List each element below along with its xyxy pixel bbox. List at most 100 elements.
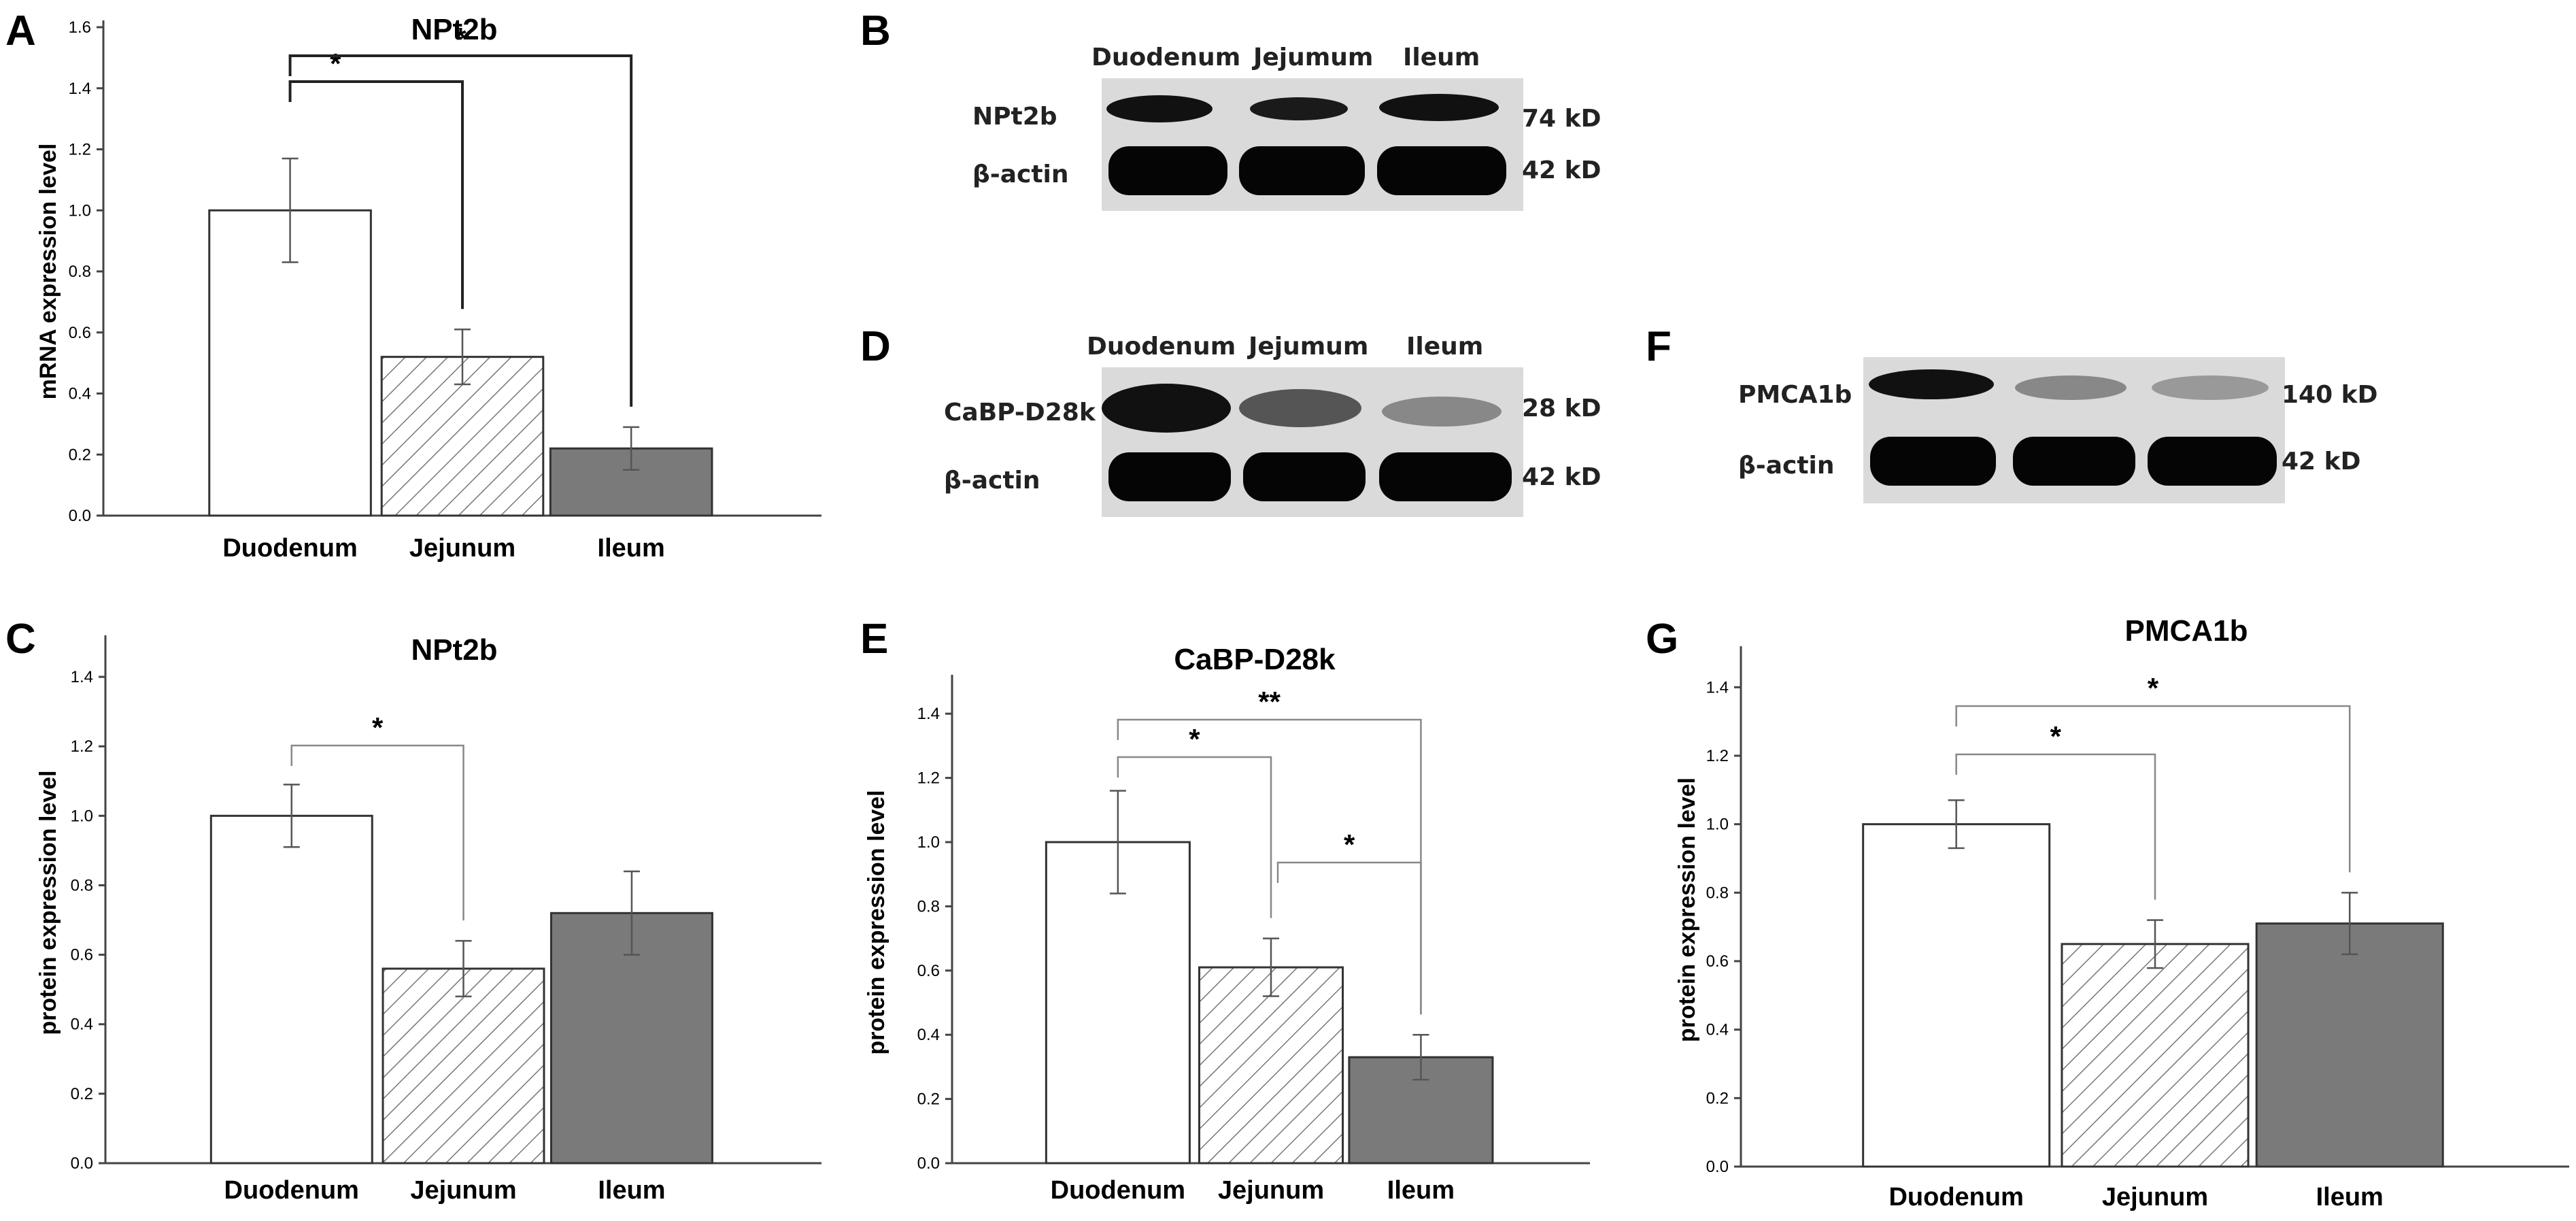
y-tick-label: 1.4 xyxy=(1706,678,1729,697)
bar-ileum xyxy=(2255,922,2444,1168)
size-label-42kd: 42 kD xyxy=(1522,156,1601,184)
lane-label-duodenum: Duodenum xyxy=(1091,44,1240,71)
y-axis-label: mRNA expression level xyxy=(35,144,61,400)
size-label-42kd: 42 kD xyxy=(1522,463,1601,491)
category-label-jejunum: Jejunum xyxy=(2102,1183,2208,1211)
significance-marker: ** xyxy=(1258,686,1281,718)
significance-bracket xyxy=(1955,753,2156,900)
band-actin-duodenum xyxy=(1870,437,1996,486)
y-tick-label: 1.4 xyxy=(917,705,940,723)
band-pmca-jejunum xyxy=(2015,375,2126,400)
significance-marker: * xyxy=(1344,829,1355,860)
lane-label-duodenum: Duodenum xyxy=(1087,333,1236,361)
category-label-duodenum: Duodenum xyxy=(1888,1183,2023,1211)
band-actin-jejunum xyxy=(1239,146,1365,195)
band-actin-duodenum xyxy=(1108,452,1231,501)
y-tick-label: 1.6 xyxy=(69,18,91,37)
y-tick-label: 0.8 xyxy=(69,263,91,281)
western-blot-d: Duodenum Jejumum Ileum CaBP-D28k β-actin… xyxy=(944,333,1601,517)
size-label-42kd: 42 kD xyxy=(2282,448,2360,475)
bar-chart-c: 0.0 0.2 0.4 0.6 0.8 1.0 1.2 1.4 NPt2b protein exp… xyxy=(35,633,821,1205)
category-label-duodenum: Duodenum xyxy=(222,534,357,563)
y-tick-label: 0.4 xyxy=(71,1016,93,1034)
category-label-jejunum: Jejunum xyxy=(1218,1176,1324,1205)
lane-label-jejumum: Jejumum xyxy=(1247,333,1368,361)
significance-marker: * xyxy=(2050,720,2062,752)
panel-label-e: E xyxy=(860,616,888,663)
panel-label-g: G xyxy=(1646,616,1678,663)
significance-marker: * xyxy=(372,712,384,743)
bar-duodenum xyxy=(1045,841,1191,1165)
bar-duodenum xyxy=(209,814,373,1165)
y-tick-label: 1.0 xyxy=(917,833,940,852)
bar-jejunum xyxy=(2061,943,2250,1168)
y-tick-label: 0.2 xyxy=(1706,1089,1729,1107)
bar-duodenum xyxy=(1862,823,2051,1168)
bar-jejunum xyxy=(1198,966,1344,1165)
band-npt2b-duodenum xyxy=(1106,95,1213,122)
y-tick-label: 1.4 xyxy=(69,80,91,98)
band-cabp-ileum xyxy=(1382,397,1502,426)
panel-label-d: D xyxy=(860,323,891,370)
y-tick-label: 0.6 xyxy=(917,962,940,980)
category-label-jejunum: Jejunum xyxy=(410,1176,516,1205)
y-tick-label: 0.8 xyxy=(71,876,93,894)
y-axis-label: protein expression level xyxy=(35,770,61,1035)
size-label-140kd: 140 kD xyxy=(2282,381,2378,409)
band-npt2b-jejunum xyxy=(1250,97,1348,120)
y-tick-label: 0.4 xyxy=(1706,1021,1729,1039)
y-tick-label: 1.0 xyxy=(1706,816,1729,834)
category-label-duodenum: Duodenum xyxy=(224,1176,359,1205)
y-tick-label: 0.8 xyxy=(1706,884,1729,902)
significance-marker: * xyxy=(330,48,341,80)
y-tick-label: 1.2 xyxy=(1706,747,1729,765)
y-tick-label: 0.2 xyxy=(69,446,91,464)
category-label-ileum: Ileum xyxy=(598,534,665,563)
protein-label-npt2b: NPt2b xyxy=(972,103,1057,131)
bar-ileum xyxy=(549,447,713,517)
significance-bracket xyxy=(290,744,464,921)
y-axis-label: protein expression level xyxy=(1674,777,1700,1042)
y-tick-label: 0.6 xyxy=(69,324,91,342)
band-pmca-ileum xyxy=(2152,375,2269,400)
western-blot-b: Duodenum Jejumum Ileum NPt2b β-actin 74 … xyxy=(972,44,1601,211)
panel-label-c: C xyxy=(5,616,36,663)
band-actin-ileum xyxy=(1377,146,1506,195)
category-label-ileum: Ileum xyxy=(598,1176,665,1205)
band-npt2b-ileum xyxy=(1379,94,1499,121)
category-label-ileum: Ileum xyxy=(2316,1183,2384,1211)
y-tick-label: 0.0 xyxy=(1706,1158,1729,1176)
significance-marker: * xyxy=(2148,672,2159,704)
band-actin-ileum xyxy=(1379,452,1512,501)
panel-label-b: B xyxy=(860,7,891,54)
significance-bracket xyxy=(288,54,633,407)
category-label-duodenum: Duodenum xyxy=(1051,1176,1185,1205)
lane-label-jejumum: Jejumum xyxy=(1251,44,1373,71)
y-tick-label: 0.2 xyxy=(917,1090,940,1109)
bar-jejunum xyxy=(382,967,545,1165)
bar-chart-a: 0.0 0.2 0.4 0.6 0.8 1.0 1.2 1.4 1.6 NPt2b mRNA exp… xyxy=(35,13,821,563)
protein-label-beta-actin: β-actin xyxy=(972,161,1069,188)
significance-bracket xyxy=(288,80,464,310)
band-cabp-jejunum xyxy=(1239,389,1361,427)
chart-title: CaBP-D28k xyxy=(1174,643,1336,676)
y-tick-label: 0.0 xyxy=(917,1154,940,1173)
protein-label-pmca1b: PMCA1b xyxy=(1738,381,1852,409)
band-actin-ileum xyxy=(2148,437,2277,486)
significance-marker: * xyxy=(455,22,467,54)
chart-title: PMCA1b xyxy=(2125,614,2248,648)
y-tick-label: 1.2 xyxy=(71,737,93,756)
size-label-74kd: 74 kD xyxy=(1522,105,1601,133)
protein-label-beta-actin: β-actin xyxy=(944,467,1040,495)
chart-title: NPt2b xyxy=(411,13,497,46)
y-tick-label: 0.4 xyxy=(69,385,91,403)
size-label-28kd: 28 kD xyxy=(1522,395,1601,422)
y-tick-label: 1.2 xyxy=(69,141,91,159)
y-tick-label: 0.6 xyxy=(71,946,93,965)
y-tick-label: 1.4 xyxy=(71,668,93,686)
band-actin-jejunum xyxy=(1243,452,1366,501)
band-actin-duodenum xyxy=(1108,146,1227,195)
band-cabp-duodenum xyxy=(1102,384,1231,433)
protein-label-cabp-d28k: CaBP-D28k xyxy=(944,399,1096,426)
